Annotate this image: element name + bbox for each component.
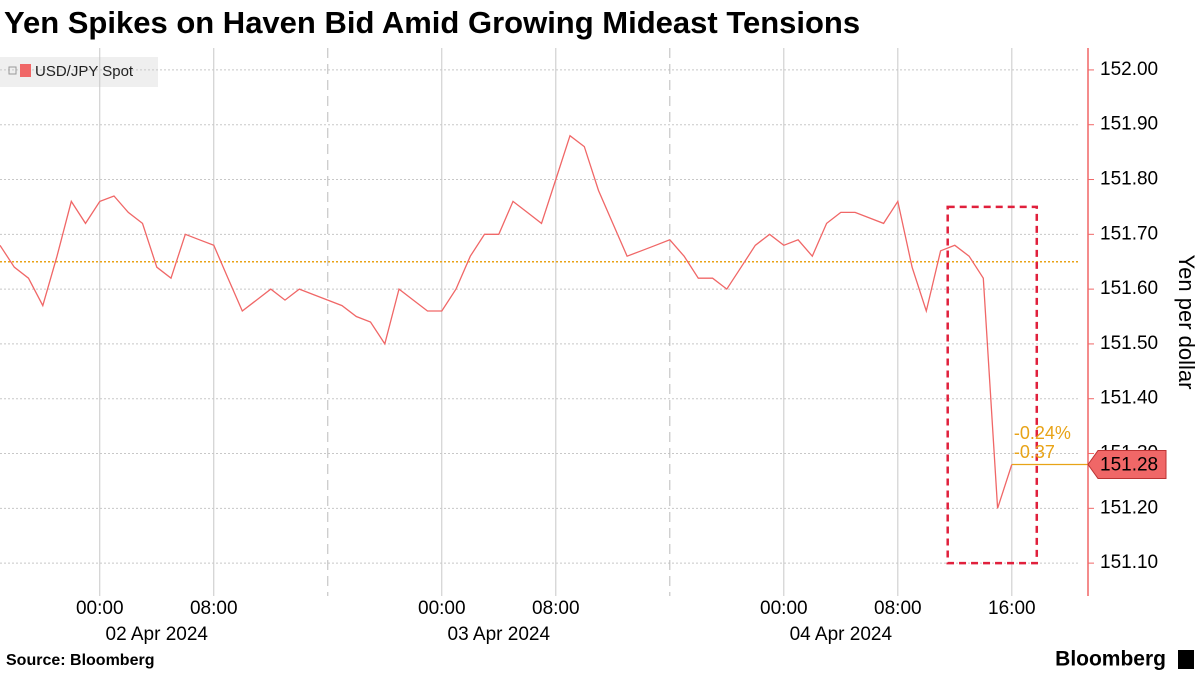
y-tick-label: 151.90 xyxy=(1100,114,1158,135)
highlight-box xyxy=(946,205,1039,565)
date-label: 02 Apr 2024 xyxy=(106,624,209,645)
x-tick-label: 00:00 xyxy=(76,598,124,619)
x-tick-label: 08:00 xyxy=(532,598,580,619)
y-tick-label: 151.50 xyxy=(1100,333,1158,354)
legend-label: USD/JPY Spot xyxy=(35,63,134,80)
series-line xyxy=(0,134,1013,509)
date-label: 04 Apr 2024 xyxy=(790,624,893,645)
y-tick-label: 151.70 xyxy=(1100,223,1158,244)
x-tick-label: 16:00 xyxy=(988,598,1036,619)
y-axis-label: Yen per dollar xyxy=(1174,255,1199,390)
y-tick-label: 151.80 xyxy=(1100,169,1158,190)
chart-title: Yen Spikes on Haven Bid Amid Growing Mid… xyxy=(4,5,860,40)
x-tick-label: 08:00 xyxy=(190,598,238,619)
annotation: -0.24% xyxy=(1014,423,1071,443)
y-tick-label: 151.40 xyxy=(1100,388,1158,409)
date-label: 03 Apr 2024 xyxy=(448,624,551,645)
x-tick-label: 08:00 xyxy=(874,598,922,619)
legend-swatch xyxy=(20,64,31,77)
x-tick-label: 00:00 xyxy=(418,598,466,619)
annotation: -0.37 xyxy=(1014,442,1055,462)
legend-icon-outline xyxy=(8,66,17,75)
brand-icon xyxy=(1178,650,1194,669)
y-tick-label: 152.00 xyxy=(1100,59,1158,80)
last-value-label: 151.28 xyxy=(1100,454,1158,475)
brand: Bloomberg xyxy=(1055,648,1166,671)
last-value-badge xyxy=(1087,449,1167,479)
y-tick-label: 151.10 xyxy=(1100,552,1158,573)
y-tick-label: 151.20 xyxy=(1100,497,1158,518)
x-tick-label: 00:00 xyxy=(760,598,808,619)
y-tick-label: 151.60 xyxy=(1100,278,1158,299)
source: Source: Bloomberg xyxy=(6,652,154,669)
